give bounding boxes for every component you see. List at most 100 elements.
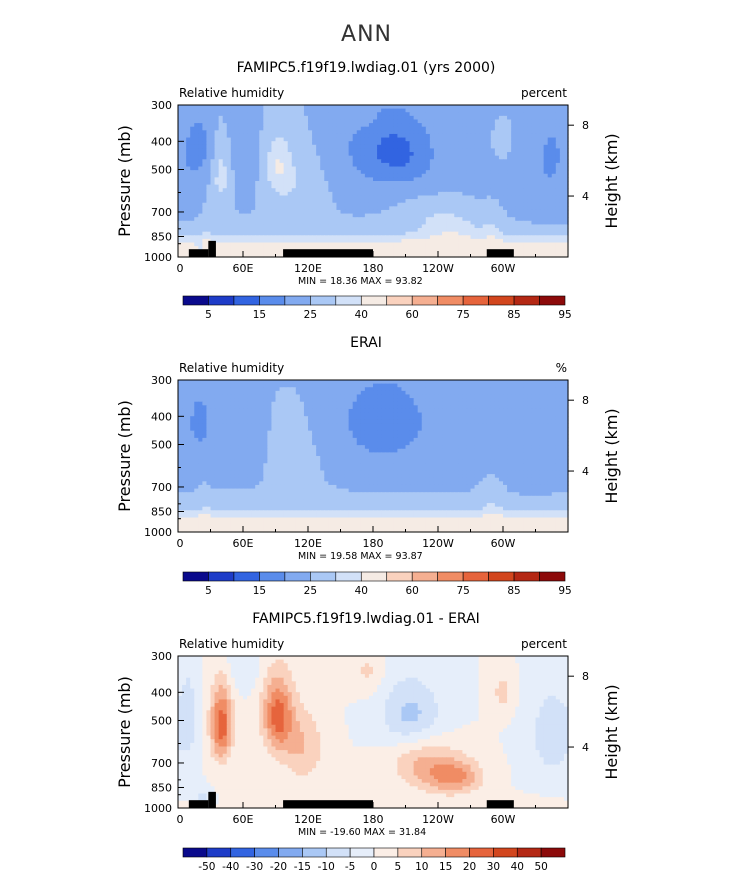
heatmap-cell bbox=[316, 126, 321, 131]
heatmap-cell bbox=[303, 224, 309, 229]
heatmap-cell bbox=[291, 184, 297, 189]
heatmap-cell bbox=[283, 123, 289, 128]
heatmap-cell bbox=[247, 235, 252, 240]
heatmap-cell bbox=[299, 220, 305, 226]
heatmap-cell bbox=[263, 155, 268, 160]
heatmap-cell bbox=[551, 144, 557, 150]
heatmap-cell bbox=[299, 238, 305, 244]
heatmap-cell bbox=[559, 217, 565, 222]
heatmap-cell bbox=[234, 123, 240, 128]
heatmap-cell bbox=[462, 170, 468, 175]
heatmap-cell bbox=[178, 112, 183, 117]
heatmap-cell bbox=[503, 105, 508, 110]
heatmap-cell bbox=[218, 130, 224, 135]
heatmap-cell bbox=[438, 112, 443, 117]
heatmap-cell bbox=[247, 412, 252, 417]
heatmap-cell bbox=[182, 401, 187, 406]
heatmap-cell bbox=[332, 108, 338, 113]
heatmap-cell bbox=[368, 398, 374, 403]
heatmap-cell bbox=[178, 387, 183, 392]
heatmap-cell bbox=[470, 148, 476, 153]
heatmap-cell bbox=[377, 108, 382, 113]
heatmap-cell bbox=[442, 253, 447, 258]
heatmap-cell bbox=[385, 390, 390, 396]
heatmap-cell bbox=[356, 184, 362, 189]
heatmap-cell bbox=[555, 166, 561, 171]
heatmap-cell bbox=[263, 235, 268, 240]
heatmap-cell bbox=[336, 242, 342, 247]
heatmap-cell bbox=[368, 380, 374, 385]
heatmap-cell bbox=[563, 133, 569, 139]
heatmap-cell bbox=[259, 148, 264, 153]
heatmap-cell bbox=[547, 231, 553, 236]
heatmap-cell bbox=[255, 387, 260, 392]
heatmap-cell bbox=[559, 130, 565, 135]
heatmap-cell bbox=[498, 119, 504, 124]
heatmap-cell bbox=[397, 141, 403, 146]
heatmap-cell bbox=[486, 166, 492, 171]
heatmap-cell bbox=[478, 105, 484, 110]
heatmap-cell bbox=[531, 228, 537, 233]
heatmap-cell bbox=[466, 253, 472, 258]
heatmap-cell bbox=[182, 246, 187, 251]
heatmap-cell bbox=[226, 108, 232, 113]
heatmap-cell bbox=[279, 159, 285, 164]
heatmap-cell bbox=[385, 394, 390, 399]
heatmap-cell bbox=[299, 206, 305, 211]
heatmap-cell bbox=[535, 155, 541, 160]
heatmap-cell bbox=[401, 390, 407, 396]
heatmap-cell bbox=[360, 115, 366, 121]
heatmap-cell bbox=[503, 191, 508, 197]
heatmap-cell bbox=[429, 405, 435, 410]
heatmap-cell bbox=[259, 383, 264, 388]
heatmap-cell bbox=[299, 199, 305, 204]
heatmap-cell bbox=[503, 177, 508, 182]
heatmap-cell bbox=[409, 398, 415, 403]
heatmap-cell bbox=[332, 383, 338, 388]
heatmap-cell bbox=[234, 119, 240, 124]
heatmap-cell bbox=[194, 133, 199, 139]
heatmap-cell bbox=[515, 162, 520, 168]
heatmap-cell bbox=[198, 412, 203, 417]
heatmap-cell bbox=[409, 220, 415, 226]
heatmap-cell bbox=[450, 235, 455, 240]
heatmap-cell bbox=[255, 155, 260, 160]
heatmap-cell bbox=[551, 390, 557, 396]
heatmap-cell bbox=[360, 235, 366, 240]
heatmap-cell bbox=[238, 217, 244, 222]
heatmap-cell bbox=[507, 231, 512, 236]
heatmap-cell bbox=[470, 401, 476, 406]
heatmap-cell bbox=[279, 249, 285, 254]
heatmap-cell bbox=[519, 184, 524, 189]
heatmap-cell bbox=[381, 119, 386, 124]
heatmap-cell bbox=[312, 126, 317, 131]
heatmap-cell bbox=[555, 159, 561, 164]
heatmap-cell bbox=[519, 217, 524, 222]
heatmap-cell bbox=[563, 115, 569, 121]
heatmap-cell bbox=[397, 133, 403, 139]
heatmap-cell bbox=[539, 394, 545, 399]
heatmap-cell bbox=[251, 177, 256, 182]
heatmap-cell bbox=[291, 383, 297, 388]
heatmap-cell bbox=[312, 209, 317, 215]
heatmap-cell bbox=[389, 115, 394, 121]
heatmap-cell bbox=[251, 112, 256, 117]
heatmap-cell bbox=[507, 405, 512, 410]
heatmap-cell bbox=[186, 206, 191, 211]
heatmap-cell bbox=[425, 383, 431, 388]
heatmap-cell bbox=[291, 112, 297, 117]
heatmap-cell bbox=[275, 217, 281, 222]
heatmap-cell bbox=[377, 159, 382, 164]
heatmap-cell bbox=[234, 206, 240, 211]
heatmap-cell bbox=[312, 394, 317, 399]
heatmap-cell bbox=[336, 137, 342, 142]
heatmap-cell bbox=[263, 206, 268, 211]
heatmap-cell bbox=[352, 238, 358, 244]
heatmap-cell bbox=[421, 177, 427, 182]
heatmap-cell bbox=[486, 235, 492, 240]
heatmap-cell bbox=[299, 390, 305, 396]
heatmap-cell bbox=[182, 112, 187, 117]
heatmap-cell bbox=[182, 242, 187, 247]
heatmap-cell bbox=[279, 188, 285, 193]
heatmap-cell bbox=[271, 394, 277, 399]
